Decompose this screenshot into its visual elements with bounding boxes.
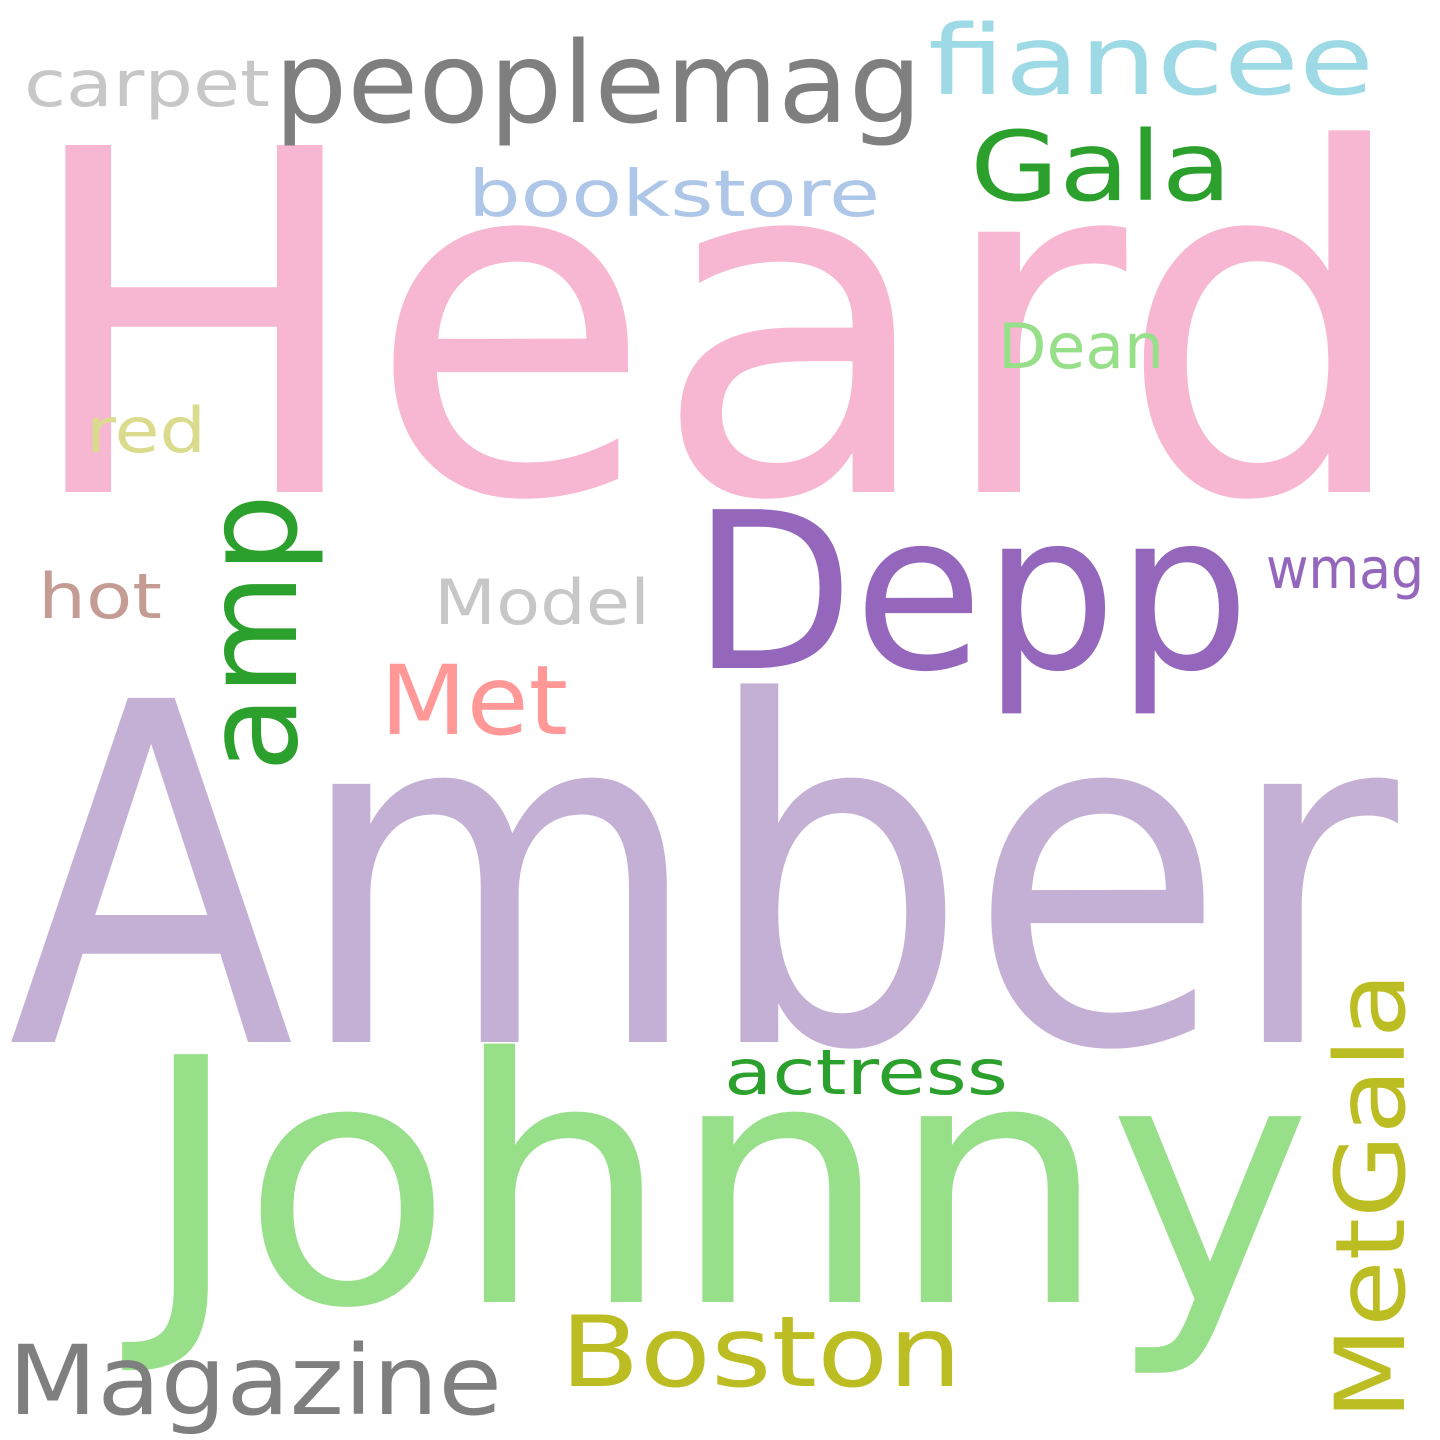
word-met: Met	[380, 645, 568, 757]
word-wmag: wmag	[1266, 537, 1424, 602]
word-metgala: MetGala	[1315, 972, 1427, 1420]
word-johnny: Johnny	[118, 987, 1312, 1383]
word-gala: Gala	[970, 111, 1232, 223]
word-heard: Heard	[20, 51, 1412, 605]
word-boston: Boston	[560, 1296, 962, 1410]
word-peoplemag: peoplemag	[274, 19, 922, 149]
word-amber: Amber	[8, 605, 1402, 1154]
word-hot: hot	[38, 560, 162, 633]
word-red: red	[86, 394, 206, 467]
word-carpet: carpet	[24, 48, 270, 122]
word-model: Model	[434, 566, 650, 639]
word-actress: actress	[724, 1036, 1008, 1109]
word-bookstore: bookstore	[468, 158, 880, 232]
word-fiancee: fiancee	[928, 5, 1374, 117]
word-depp: Depp	[692, 467, 1250, 720]
word-dean: Dean	[998, 310, 1164, 383]
word-amp: amp	[178, 494, 327, 772]
word-magazine: Magazine	[8, 1325, 502, 1437]
